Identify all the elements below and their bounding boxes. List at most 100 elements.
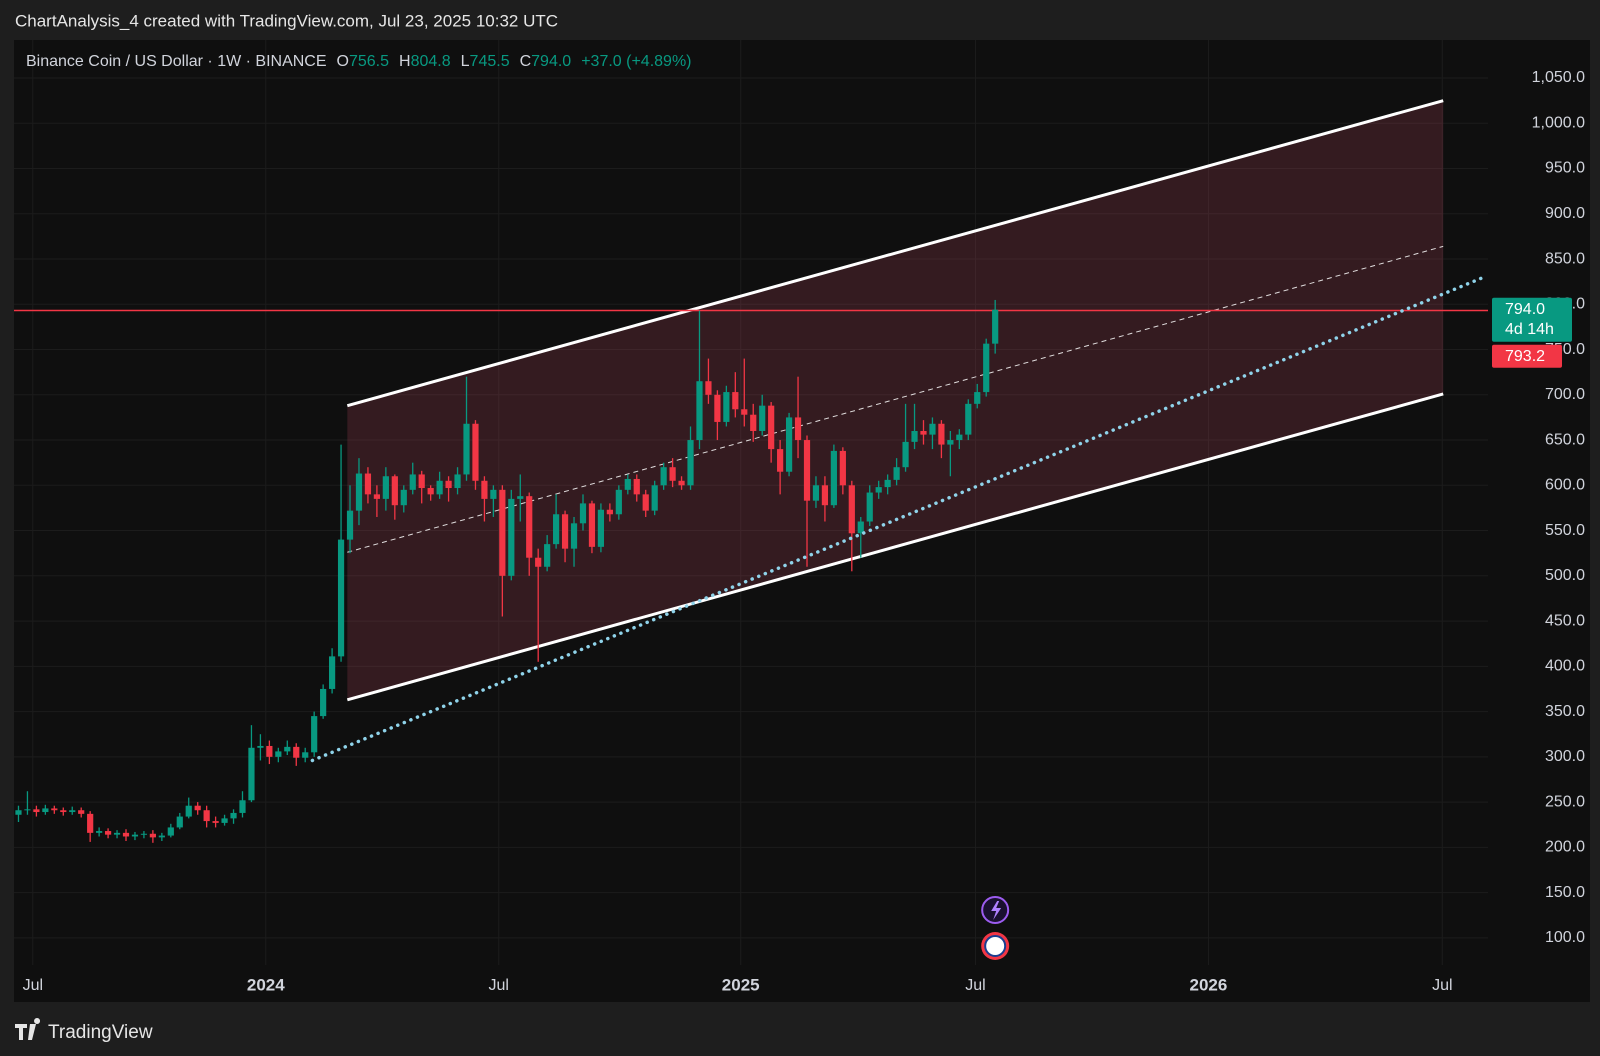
last-price-tag <box>1492 297 1572 342</box>
x-tick-label: 2025 <box>722 975 760 994</box>
price-line-tag <box>1492 344 1562 368</box>
channel-upper <box>346 99 1444 408</box>
y-tick-label: 350.0 <box>1545 703 1585 720</box>
candle-body <box>768 405 775 450</box>
candle-body <box>588 503 596 547</box>
candle-body <box>669 467 676 481</box>
y-tick-label: 550.0 <box>1545 522 1585 539</box>
ohlc-label: C <box>520 53 532 70</box>
candle-body <box>920 430 927 435</box>
y-tick-label: 200.0 <box>1545 839 1585 856</box>
candle-body <box>176 816 183 828</box>
candle-body <box>902 441 909 468</box>
candle-body <box>499 489 506 576</box>
candle-body <box>875 487 882 493</box>
candle-body <box>131 834 139 837</box>
x-tick-label: Jul <box>1432 977 1452 994</box>
candle-body <box>848 485 855 534</box>
candle-body <box>391 476 398 506</box>
candle-body <box>929 423 936 435</box>
candle-body <box>821 485 829 506</box>
candle-body <box>445 480 452 489</box>
candle-body <box>606 509 613 515</box>
candle-body <box>158 835 165 838</box>
y-tick-label: 850.0 <box>1545 250 1585 267</box>
event-icon-flag <box>984 935 1007 957</box>
candle-body <box>346 510 354 540</box>
candle-body <box>239 800 246 813</box>
candle-body <box>974 392 981 404</box>
candle-body <box>122 832 130 837</box>
candle-body <box>651 485 658 511</box>
candle-body <box>51 808 58 811</box>
candle-body <box>60 810 67 813</box>
candle-body <box>104 831 112 835</box>
ohlc-label: H <box>399 53 411 70</box>
x-tick-label: Jul <box>489 977 509 994</box>
candle-body <box>535 557 542 567</box>
candle-body <box>409 474 416 490</box>
candle-body <box>517 496 524 499</box>
candle-body <box>570 523 578 549</box>
candle-body <box>454 474 461 489</box>
candle-body <box>257 745 264 748</box>
candle-body <box>248 747 255 801</box>
candle-body <box>579 503 587 524</box>
candle-body <box>302 752 309 758</box>
candle-body <box>15 810 22 815</box>
x-tick-label: Jul <box>23 977 43 994</box>
candle-body <box>642 494 649 511</box>
candle-body <box>78 810 85 814</box>
candle-body <box>167 827 174 836</box>
candle-body <box>364 473 372 495</box>
chart-legend: Binance Coin / US Dollar · 1W · BINANCE O… <box>26 53 692 70</box>
candle-body <box>705 381 712 395</box>
candle-body <box>69 810 76 813</box>
candle-body <box>696 381 703 441</box>
candle-body <box>965 403 972 435</box>
candle-body <box>221 818 228 823</box>
y-tick-label: 1,000.0 <box>1532 114 1585 131</box>
candle-body <box>96 831 103 833</box>
candle-body <box>481 480 488 499</box>
tradingview-logo <box>15 1018 41 1040</box>
candle-body <box>275 751 282 757</box>
y-tick-label: 950.0 <box>1545 160 1585 177</box>
chart-panel <box>14 40 1590 1002</box>
candle-body <box>830 450 837 506</box>
candle-body <box>472 423 479 481</box>
candle-body <box>884 479 891 488</box>
candle-body <box>866 492 873 522</box>
candle-body <box>113 832 121 835</box>
candle-body <box>526 496 533 558</box>
candle-body <box>328 656 336 689</box>
candle-body <box>938 423 945 445</box>
candle-body <box>597 509 605 547</box>
y-tick-label: 450.0 <box>1545 612 1585 629</box>
candle-body <box>400 489 407 506</box>
candle-body <box>293 746 300 758</box>
bar-countdown: 4d 14h <box>1505 321 1554 338</box>
candle-body <box>956 434 963 441</box>
x-tick-label: Jul <box>965 977 985 994</box>
ohlc-label: O <box>337 53 349 70</box>
ohlc-value: 756.5 <box>349 53 389 70</box>
channel-fill <box>347 100 1444 700</box>
candle-body <box>785 417 793 472</box>
candle-body <box>24 809 31 811</box>
y-tick-label: 650.0 <box>1545 431 1585 448</box>
y-tick-label: 300.0 <box>1545 748 1585 765</box>
ohlc-value: 794.0 <box>531 53 571 70</box>
y-tick-label: 400.0 <box>1545 658 1585 675</box>
candle-body <box>633 478 640 495</box>
candle-body <box>212 821 219 823</box>
channel-lower <box>346 392 1444 702</box>
candle-body <box>87 813 94 833</box>
candle-body <box>687 440 694 486</box>
candle-body <box>311 716 318 753</box>
y-tick-label: 600.0 <box>1545 477 1585 494</box>
candle-body <box>794 417 802 441</box>
price-line-label: 793.2 <box>1505 348 1545 365</box>
